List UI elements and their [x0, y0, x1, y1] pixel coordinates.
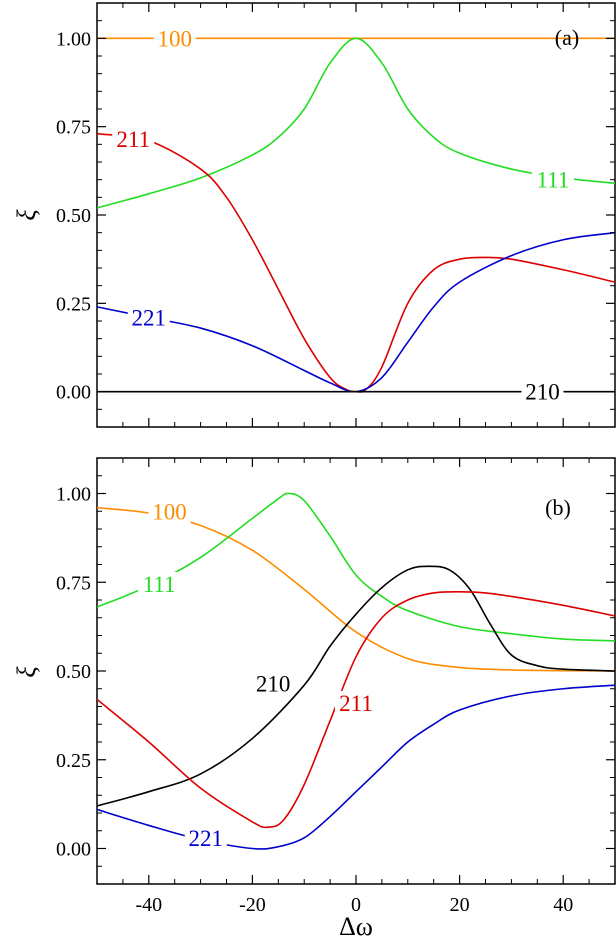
- panel-a-ticks: 0.00 0.25 0.50 0.75 1.00: [56, 2, 616, 428]
- panel-b-ticks: -40 -20 0 20 40 0.00 0.25 0.50 0.75 1.00: [56, 457, 616, 916]
- series-211-label-bg-a: [112, 127, 155, 152]
- series-210-label-bg-a: [521, 379, 564, 404]
- y-tick-label-a: 0.25: [56, 293, 91, 315]
- y-tick-label-a: 0.50: [56, 205, 91, 227]
- panel-b-curve-labels: 100 111 210 211 221: [138, 499, 377, 851]
- panel-a-frame: [96, 2, 616, 428]
- y-tick-label-a: 1.00: [56, 28, 91, 50]
- x-tick-label-b: 40: [553, 894, 573, 916]
- series-100-label-bg-a: [153, 26, 196, 51]
- panel-b-curves: [97, 492, 615, 850]
- y-tick-label-b: 0.75: [56, 572, 91, 594]
- series-211-line-b: [97, 591, 615, 829]
- series-111-label-b: 111: [143, 572, 176, 597]
- series-210-label-bg-b: [252, 671, 295, 696]
- series-221-label-bg-b: [184, 825, 227, 850]
- series-221-label-a: 221: [132, 305, 167, 330]
- panel-a-tag: (a): [555, 25, 579, 50]
- series-211-label-a: 211: [116, 127, 150, 152]
- y-tick-label-b: 0.00: [56, 839, 91, 861]
- series-210-label-a: 210: [525, 380, 560, 405]
- series-210-label-b: 210: [256, 671, 291, 696]
- series-221-label-bg-a: [127, 305, 170, 330]
- panel-a-curve-labels: 100 111 211 221 210: [112, 26, 574, 405]
- x-tick-label-b: 0: [351, 894, 361, 916]
- series-210-line-b: [97, 565, 615, 807]
- panel-b-y-axis-label: ξ: [12, 666, 41, 678]
- series-100-label-bg-b: [148, 499, 191, 524]
- series-211-label-bg-b: [335, 690, 377, 715]
- x-tick-label-b: -20: [239, 894, 266, 916]
- series-111-label-bg-a: [531, 167, 574, 192]
- panel-a-y-axis-label: ξ: [12, 209, 41, 221]
- series-111-label-bg-b: [138, 572, 181, 597]
- y-tick-label-b: 1.00: [56, 484, 91, 506]
- x-tick-label-b: -40: [135, 894, 162, 916]
- x-tick-label-b: 20: [450, 894, 470, 916]
- y-tick-label-b: 0.25: [56, 750, 91, 772]
- panel-b-tag: (b): [545, 495, 571, 520]
- series-221-label-b: 221: [189, 826, 224, 851]
- y-tick-label-a: 0.00: [56, 382, 91, 404]
- series-221-line-a: [97, 231, 615, 393]
- series-100-label-a: 100: [157, 26, 192, 51]
- series-111-label-a: 111: [536, 168, 569, 193]
- series-111-line-a: [97, 37, 615, 209]
- series-100-label-b: 100: [152, 499, 187, 524]
- y-tick-label-b: 0.50: [56, 661, 91, 683]
- panel-b-x-axis-label: Δω: [339, 912, 373, 941]
- y-tick-label-a: 0.75: [56, 117, 91, 139]
- panel-a-curves: [97, 37, 615, 393]
- panel-b: -40 -20 0 20 40 0.00 0.25 0.50 0.75 1.00 100 111 21…: [12, 457, 616, 941]
- series-211-label-b: 211: [339, 691, 373, 716]
- panel-a: 0.00 0.25 0.50 0.75 1.00 100 111 211 221 210 (a)…: [12, 2, 616, 428]
